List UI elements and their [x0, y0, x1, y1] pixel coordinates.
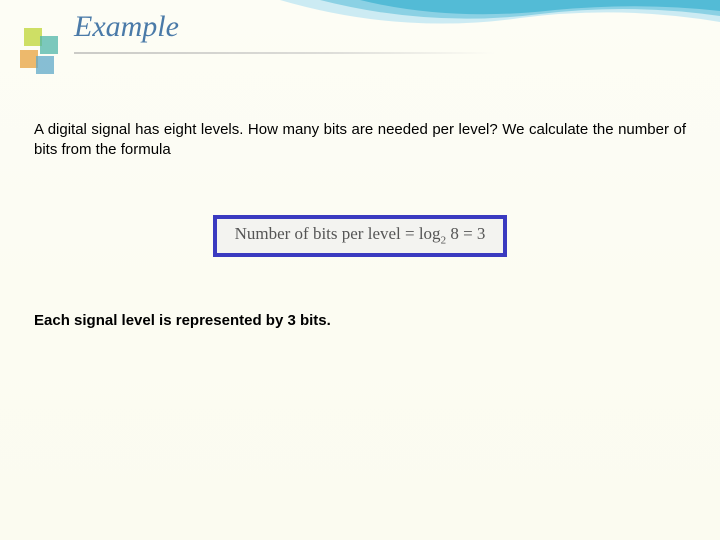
formula-prefix: Number of bits per level = log — [235, 224, 441, 243]
paragraph-question: A digital signal has eight levels. How m… — [34, 120, 686, 161]
slide-header: Example — [0, 0, 720, 90]
title-underline — [74, 52, 494, 54]
paragraph-answer: Each signal level is represented by 3 bi… — [34, 311, 686, 331]
slide-title: Example — [74, 10, 179, 44]
slide-body: A digital signal has eight levels. How m… — [0, 90, 720, 331]
formula-box: Number of bits per level = log2 8 = 3 — [213, 215, 508, 257]
bullet-squares-icon — [18, 22, 72, 82]
formula-result: 8 = 3 — [446, 224, 485, 243]
formula-container: Number of bits per level = log2 8 = 3 — [34, 215, 686, 257]
